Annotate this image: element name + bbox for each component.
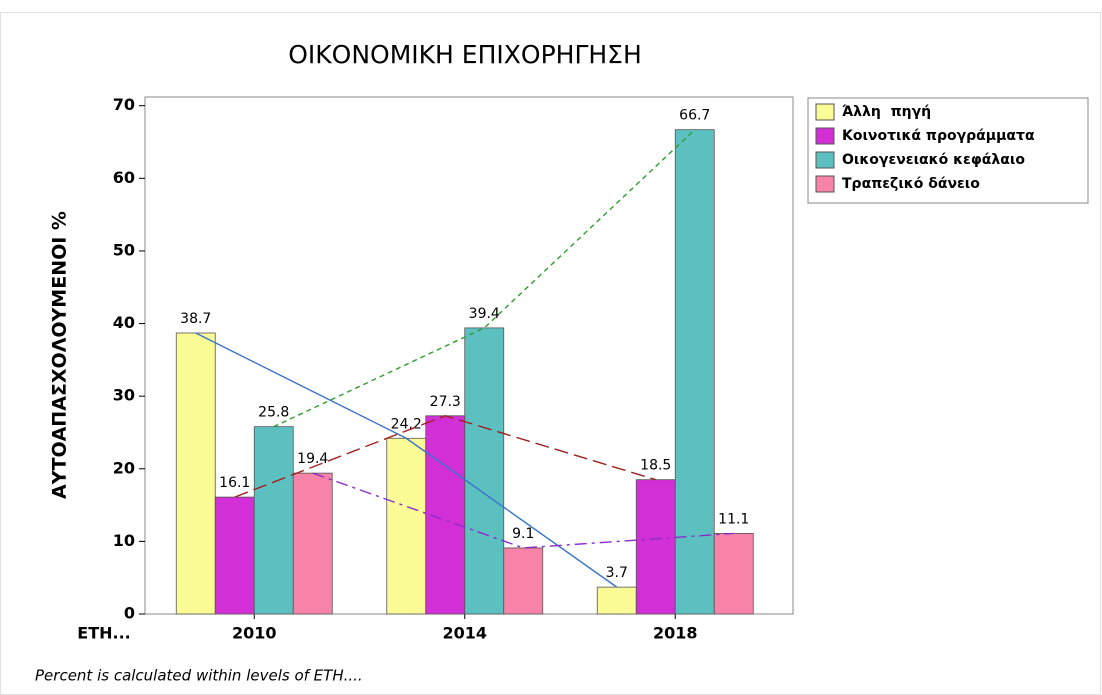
y-tick-label: 50 <box>113 240 135 259</box>
value-label: 16.1 <box>219 475 250 491</box>
value-label: 24.2 <box>391 416 422 432</box>
bar <box>713 533 754 615</box>
y-tick-label: 20 <box>113 458 135 477</box>
value-label: 9.1 <box>512 526 534 542</box>
bar <box>503 547 544 615</box>
chart-title: ΟΙΚΟΝΟΜΙΚΗ ΕΠΙΧΟΡΗΓΗΣΗ <box>288 40 642 69</box>
x-tick-label: 2014 <box>442 624 487 643</box>
value-label: 25.8 <box>258 405 289 421</box>
legend-label: Άλλη πηγή <box>842 104 931 120</box>
x-axis-label: ΕΤΗ... <box>77 624 130 643</box>
y-tick-label: 60 <box>113 168 135 187</box>
y-tick-label: 10 <box>113 531 135 550</box>
legend-box <box>807 97 1089 204</box>
value-label: 66.7 <box>679 108 710 124</box>
y-tick-label: 0 <box>124 604 135 623</box>
bar <box>175 332 216 615</box>
bar <box>674 129 715 615</box>
value-label: 3.7 <box>606 565 628 581</box>
trend-line <box>195 332 618 588</box>
value-label: 39.4 <box>469 306 500 322</box>
value-label: 27.3 <box>430 394 461 410</box>
bar <box>253 426 294 615</box>
bar <box>292 472 333 615</box>
legend-label: Οικογενειακό κεφάλαιο <box>842 152 1025 168</box>
bar <box>596 586 637 615</box>
value-label: 18.5 <box>640 458 671 474</box>
y-tick-label: 70 <box>113 95 135 114</box>
legend-swatch <box>815 127 835 145</box>
y-tick-label: 40 <box>113 313 135 332</box>
y-tick-label: 30 <box>113 386 135 405</box>
trend-line <box>234 415 656 498</box>
trend-line <box>273 129 696 428</box>
footnote: Percent is calculated within levels of Ε… <box>35 667 363 685</box>
legend-swatch <box>815 151 835 169</box>
value-label: 38.7 <box>180 311 211 327</box>
bar <box>464 327 505 615</box>
x-tick-label: 2010 <box>232 624 277 643</box>
y-axis-label: ΑΥΤΟΑΠΑΣΧΟΛΟΥΜΕΝΟΙ % <box>49 211 71 499</box>
bar <box>635 479 676 615</box>
legend-swatch <box>815 175 835 193</box>
value-label: 11.1 <box>718 511 749 527</box>
bar <box>386 437 427 615</box>
legend-label: Κοινοτικά προγράμματα <box>842 128 1035 144</box>
bar <box>214 496 255 615</box>
x-tick-label: 2018 <box>653 624 698 643</box>
legend-label: Τραπεζικό δάνειο <box>842 176 980 192</box>
value-label: 19.4 <box>297 451 328 467</box>
legend-swatch <box>815 103 835 121</box>
